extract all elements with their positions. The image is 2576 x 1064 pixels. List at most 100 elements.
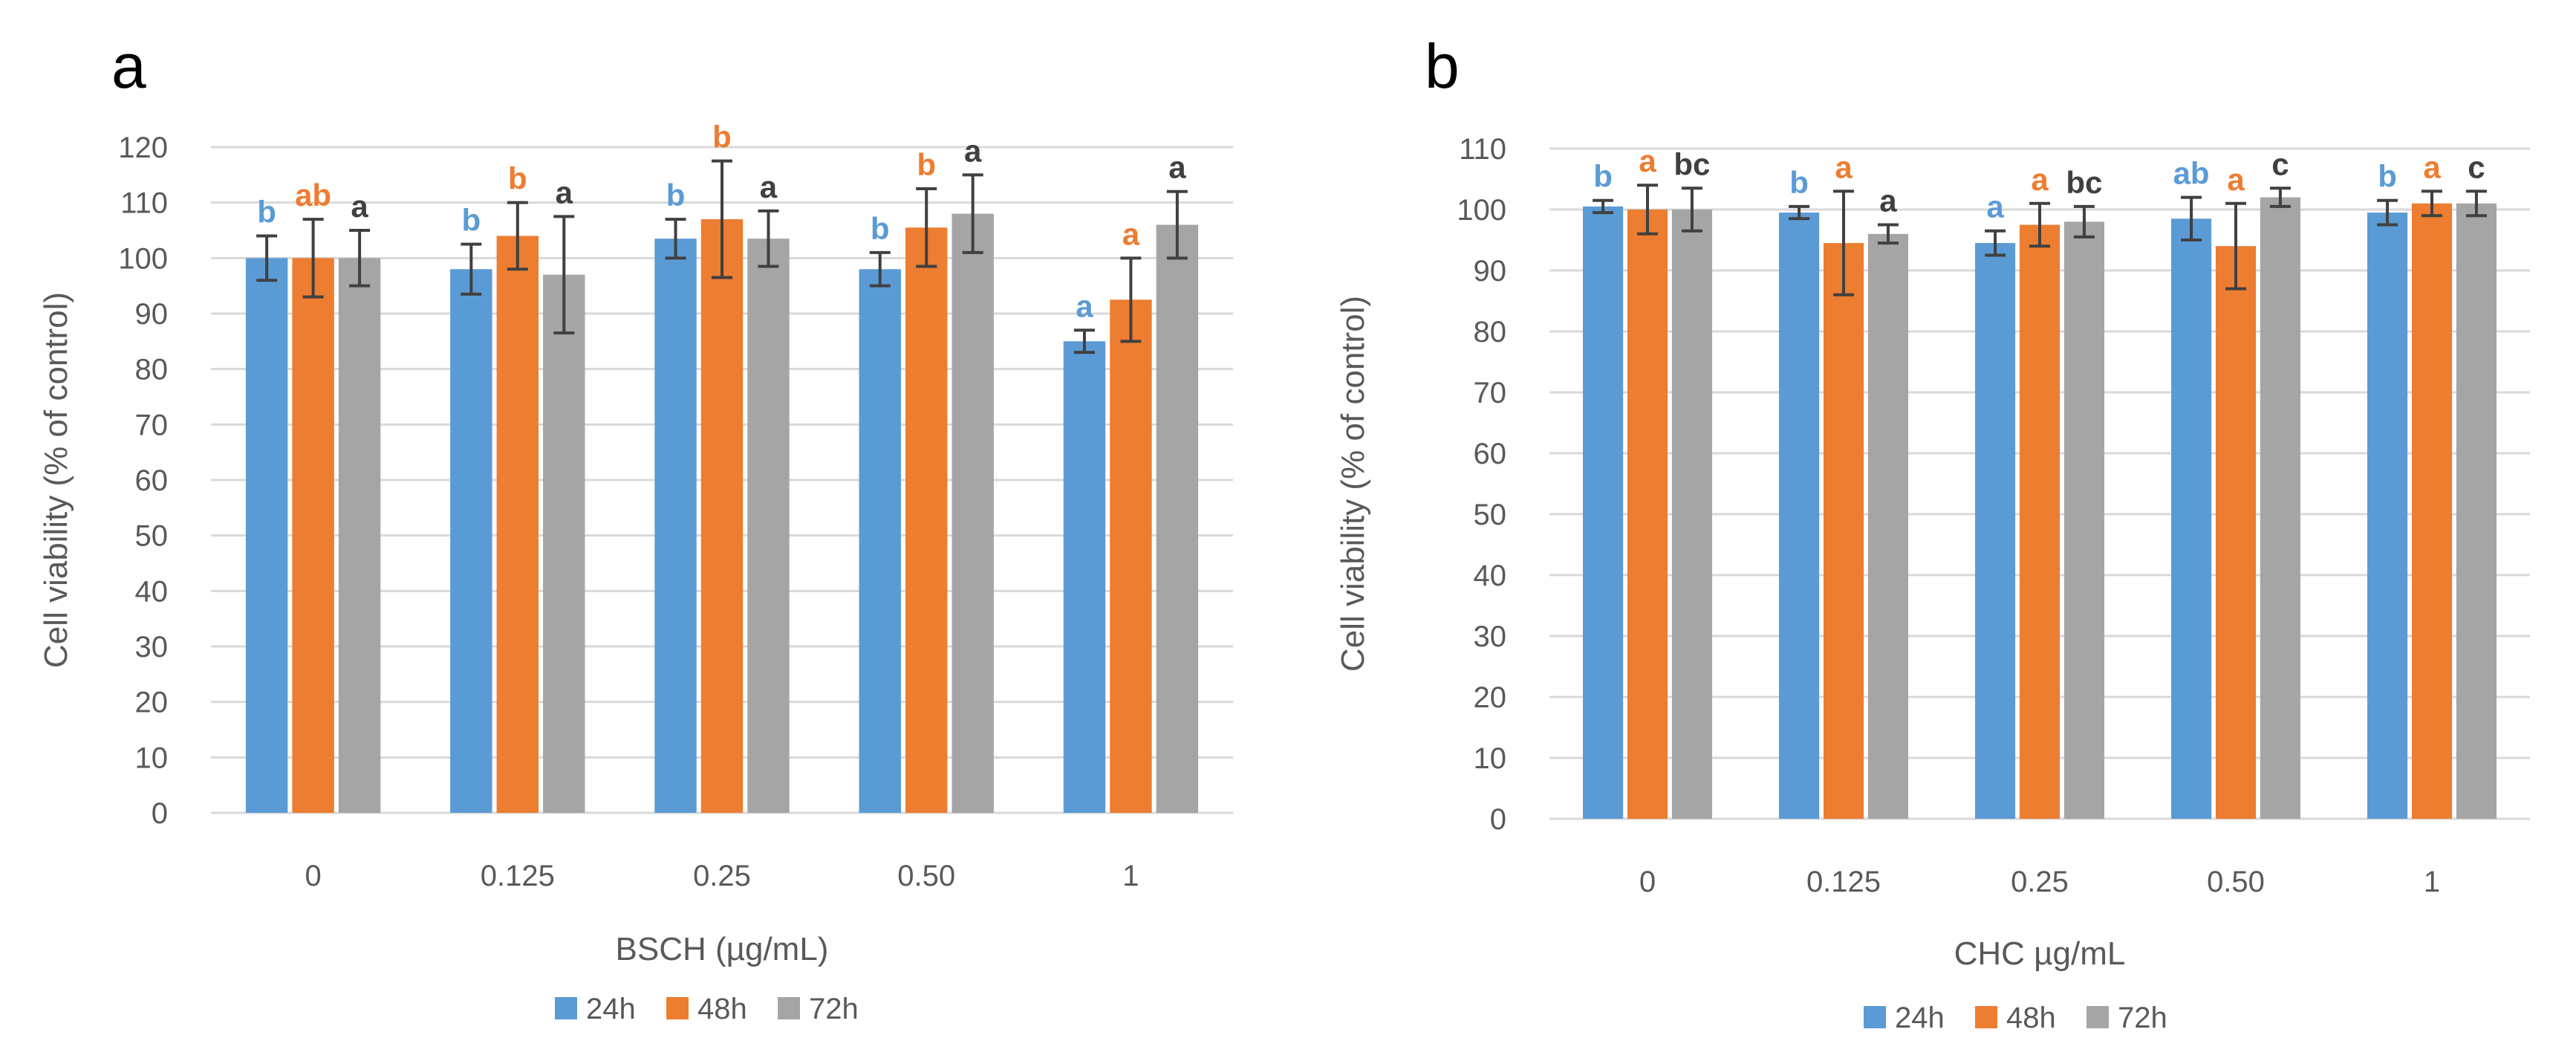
bar: [654, 239, 697, 813]
x-tick-label: 1: [2424, 866, 2440, 898]
y-tick-label: 90: [135, 298, 169, 331]
error-bar: [1073, 328, 1095, 354]
significance-label: c: [2271, 146, 2289, 181]
y-tick-label: 0: [1490, 803, 1506, 836]
significance-label: ab: [2173, 156, 2210, 191]
y-tick-label: 20: [1474, 681, 1507, 714]
error-bar: [349, 229, 371, 288]
error-bar: [2029, 201, 2050, 248]
y-tick-label: 30: [1474, 620, 1507, 653]
y-tick-label: 0: [152, 797, 168, 830]
significance-label: a: [2423, 149, 2441, 184]
bar: [496, 236, 539, 813]
significance-label: b: [257, 194, 276, 229]
bar: [905, 227, 948, 813]
x-tick-label: 0.50: [2207, 866, 2265, 898]
significance-label: a: [556, 175, 573, 210]
error-bar: [2269, 186, 2291, 208]
x-tick-label: 0.25: [693, 860, 751, 892]
legend-item: 24h: [1864, 1002, 1945, 1034]
significance-label: a: [1076, 288, 1093, 323]
error-bar: [553, 215, 575, 335]
panel-letter: b: [1425, 31, 1460, 101]
bar: [1627, 210, 1668, 819]
bar: [952, 213, 994, 814]
legend-swatch: [1864, 1006, 1886, 1028]
bar: [450, 269, 492, 813]
y-tick-label: 60: [1474, 438, 1507, 470]
significance-label: a: [351, 189, 368, 224]
error-bar: [2225, 201, 2246, 291]
significance-label: a: [1879, 184, 1897, 218]
bar: [859, 269, 901, 813]
x-axis-title: CHC µg/mL: [1954, 935, 2126, 972]
error-bar: [2181, 195, 2202, 241]
bar: [1583, 206, 1624, 819]
y-tick-label: 40: [135, 575, 169, 608]
legend-item: 72h: [2087, 1002, 2167, 1034]
error-bar: [256, 234, 278, 282]
bar: [2456, 203, 2497, 819]
y-tick-label: 20: [135, 687, 169, 719]
error-bar: [1593, 198, 1614, 215]
legend-label: 72h: [809, 993, 859, 1025]
y-tick-label: 30: [135, 631, 169, 664]
significance-label: b: [917, 147, 936, 182]
error-bar: [507, 201, 528, 271]
error-bar: [1789, 204, 1810, 221]
significance-label: b: [712, 120, 732, 155]
y-tick-label: 80: [1474, 316, 1507, 348]
error-bar: [1681, 186, 1702, 233]
legend-item: 48h: [1975, 1002, 2056, 1034]
bar: [747, 239, 790, 813]
significance-label: bc: [1674, 146, 1710, 181]
error-bar: [1166, 189, 1188, 260]
error-bar: [1877, 223, 1899, 245]
bar: [1110, 299, 1152, 813]
legend-item: 72h: [778, 993, 859, 1025]
significance-label: b: [1593, 159, 1613, 194]
significance-label: a: [1986, 189, 2004, 224]
y-tick-label: 100: [1457, 194, 1506, 227]
legend-label: 72h: [2118, 1002, 2167, 1034]
significance-label: a: [1122, 216, 1140, 251]
y-axis-title: Cell viability (% of control): [1335, 296, 1371, 672]
significance-label: b: [508, 161, 527, 196]
x-tick-label: 1: [1122, 860, 1139, 892]
bar: [1823, 243, 1864, 820]
error-bar: [869, 250, 891, 288]
x-tick-label: 0.50: [897, 860, 955, 892]
error-bar: [1637, 184, 1658, 236]
y-tick-label: 110: [120, 187, 168, 220]
error-bar: [1833, 189, 1854, 296]
y-tick-label: 120: [118, 132, 168, 164]
x-axis-title: BSCH (µg/mL): [616, 931, 829, 967]
error-bar: [916, 187, 937, 268]
significance-label: b: [871, 211, 890, 246]
significance-label: ab: [295, 178, 331, 213]
y-tick-label: 110: [1459, 133, 1506, 166]
legend-label: 48h: [2006, 1002, 2056, 1034]
bar: [2260, 197, 2300, 820]
significance-label: c: [2468, 149, 2485, 184]
y-tick-label: 10: [1474, 742, 1507, 775]
bar: [338, 258, 381, 813]
y-tick-label: 70: [135, 409, 169, 441]
y-tick-label: 70: [1474, 377, 1507, 409]
significance-label: a: [760, 169, 778, 204]
significance-label: a: [1639, 143, 1656, 178]
legend-swatch: [666, 997, 689, 1019]
bar: [2215, 246, 2257, 819]
bar: [292, 258, 334, 813]
legend-item: 24h: [555, 993, 636, 1025]
bar: [2171, 218, 2212, 819]
legend-swatch: [2087, 1006, 2109, 1028]
legend-swatch: [555, 997, 577, 1019]
y-tick-label: 40: [1474, 559, 1507, 592]
error-bar: [2377, 198, 2398, 227]
bar: [2019, 224, 2061, 819]
error-bar: [758, 209, 779, 268]
